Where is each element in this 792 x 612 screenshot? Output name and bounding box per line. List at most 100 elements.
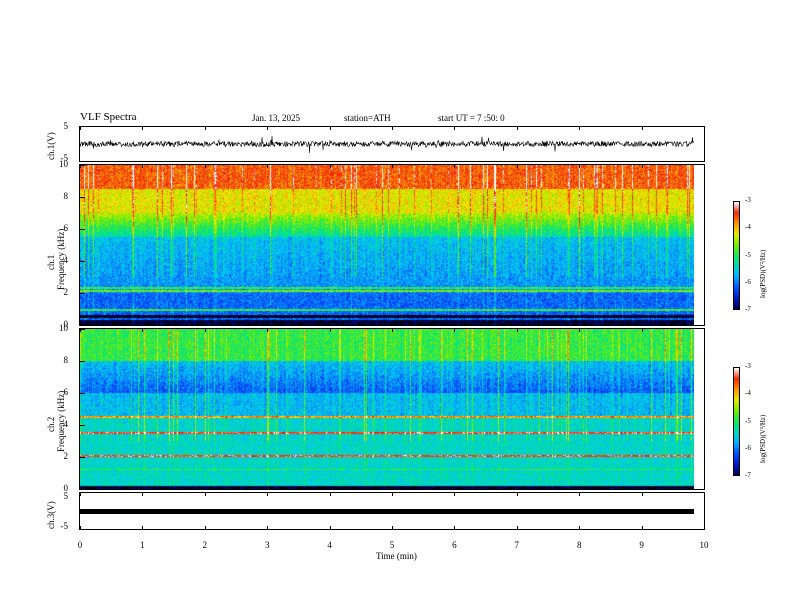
time-tick-mark (454, 526, 456, 530)
time-tick-mark (142, 492, 144, 496)
time-tick-mark (267, 126, 269, 130)
ch2-colorbar (733, 367, 740, 476)
time-tick-label: 8 (576, 540, 582, 550)
ch1-freq-ytick-mark (80, 229, 85, 230)
time-tick-mark (267, 526, 269, 530)
time-tick-mark (204, 164, 206, 168)
ch1-freq-ytick-mark (80, 261, 85, 262)
ch3-waveform-plot (80, 509, 694, 514)
colorbar-tick: -6 (745, 443, 751, 452)
ch2-spectrogram-image (80, 329, 694, 489)
ch1-waveform-ylabel: ch.1(V) (46, 132, 56, 160)
time-tick-mark (80, 526, 81, 530)
ch2-freq-ytick: 0 (63, 483, 69, 493)
time-tick-mark (329, 526, 331, 530)
ch1-colorbar-label: log(PSD)(V²/Hz) (759, 249, 767, 298)
ch1-freq-ytick: 10 (59, 159, 68, 169)
time-tick-label: 4 (327, 540, 332, 550)
time-tick-mark (329, 492, 331, 496)
ch2-freq-ytick: 6 (63, 387, 69, 397)
start-time-label: start UT = 7 :50: 0 (438, 113, 505, 123)
ch2-colorbar-label: log(PSD)(V²/Hz) (759, 414, 767, 463)
ch2-freq-ytick-mark (80, 457, 85, 458)
time-tick-mark (329, 328, 331, 332)
colorbar-tick: -6 (745, 277, 751, 286)
time-tick-mark (641, 526, 643, 530)
time-tick-mark (704, 492, 705, 496)
ch1-spectrogram-ylabel-2: Frequency (kHz) (56, 228, 66, 290)
time-tick-mark (329, 126, 331, 130)
time-tick-mark (516, 164, 518, 168)
time-axis-label: Time (min) (376, 551, 417, 561)
ch2-spectrogram-ylabel-2: Frequency (kHz) (56, 390, 66, 452)
ch2-freq-ytick: 10 (59, 323, 68, 333)
time-tick-mark (704, 328, 705, 332)
time-tick-mark (579, 526, 581, 530)
time-tick-mark (142, 126, 144, 130)
ch1-ytick-top: 5 (63, 121, 69, 131)
time-tick-mark (80, 164, 81, 168)
ch2-freq-ytick: 2 (63, 451, 69, 461)
time-tick-mark (392, 126, 393, 130)
time-tick-mark (392, 328, 393, 332)
time-tick-mark (267, 492, 269, 496)
time-tick-mark (392, 164, 393, 168)
figure-title: VLF Spectra (80, 111, 137, 123)
time-tick-mark (454, 126, 456, 130)
time-tick-label: 2 (202, 540, 208, 550)
time-tick-mark (516, 492, 518, 496)
ch1-waveform-plot (79, 135, 694, 154)
time-tick-mark (579, 126, 581, 130)
ch2-freq-ytick: 4 (63, 419, 69, 429)
ch2-freq-ytick-mark (80, 425, 85, 426)
time-tick-mark (142, 164, 144, 168)
date-label: Jan. 13, 2025 (252, 113, 300, 123)
ch1-freq-ytick-mark (80, 165, 85, 166)
ch3-ytick-bottom: -5 (60, 521, 69, 531)
time-tick-label: 7 (514, 540, 520, 550)
time-tick-mark (704, 164, 705, 168)
time-tick-mark (641, 164, 643, 168)
ch1-freq-ytick-mark (80, 325, 85, 326)
ch1-freq-ytick: 8 (63, 191, 69, 201)
time-tick-mark (329, 164, 331, 168)
time-tick-mark (516, 526, 518, 530)
ch2-freq-ytick-mark (80, 489, 85, 490)
ch1-freq-ytick: 0 (63, 319, 69, 329)
ch1-spectrogram-panel (79, 164, 705, 326)
ch2-spectrogram-ylabel-1: ch.2 (46, 416, 56, 432)
time-tick-label: 5 (389, 540, 395, 550)
ch1-freq-ytick: 6 (63, 223, 69, 233)
time-tick-mark (704, 526, 705, 530)
colorbar-tick: -3 (745, 196, 751, 204)
time-tick-mark (579, 164, 581, 168)
ch2-freq-ytick-mark (80, 393, 85, 394)
ch3-waveform-panel (79, 492, 705, 530)
time-tick-mark (204, 126, 206, 130)
time-tick-mark (392, 526, 393, 530)
waveform-trace (79, 135, 694, 154)
time-tick-mark (204, 492, 206, 496)
time-tick-label: 1 (140, 540, 145, 550)
ch1-colorbar (733, 201, 740, 310)
time-tick-mark (641, 328, 643, 332)
time-tick-label: 10 (699, 540, 709, 550)
time-tick-label: 3 (264, 540, 270, 550)
time-tick-mark (80, 126, 81, 130)
ch1-freq-ytick-mark (80, 197, 85, 198)
time-tick-mark (704, 126, 705, 130)
ch1-freq-ytick-mark (80, 293, 85, 294)
time-tick-mark (392, 492, 393, 496)
colorbar-tick: -5 (745, 250, 751, 259)
time-tick-label: 0 (77, 540, 83, 550)
ch2-freq-ytick: 8 (63, 355, 69, 365)
ch1-freq-ytick: 2 (63, 287, 69, 297)
ch2-freq-ytick-mark (80, 361, 85, 362)
time-tick-mark (142, 328, 144, 332)
time-tick-mark (142, 526, 144, 530)
ch1-spectrogram-ylabel-1: ch.1 (46, 254, 56, 270)
time-tick-mark (80, 328, 81, 332)
ch3-waveform-ylabel: ch.3(V) (46, 501, 56, 529)
time-tick-mark (204, 328, 206, 332)
time-tick-mark (579, 328, 581, 332)
